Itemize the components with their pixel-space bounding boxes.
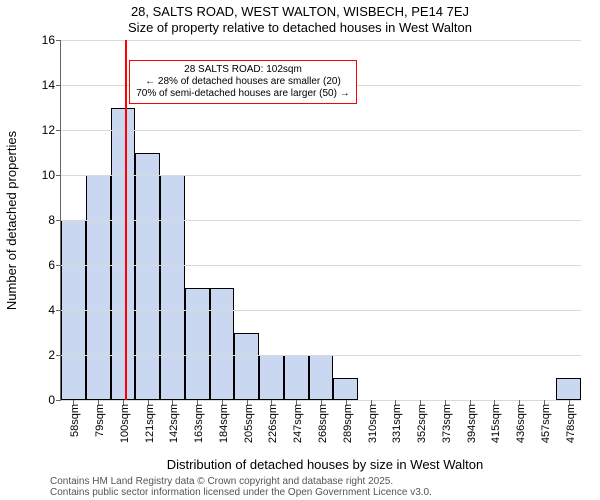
y-tick-mark: [56, 130, 61, 131]
gridline: [61, 220, 581, 221]
y-tick-mark: [56, 40, 61, 41]
y-tick-label: 16: [42, 33, 55, 47]
marker-line: [125, 40, 127, 400]
gridline: [61, 310, 581, 311]
x-tick-label: 79sqm: [94, 400, 106, 437]
x-tick-label: 58sqm: [69, 400, 81, 437]
x-tick-label: 331sqm: [391, 400, 403, 443]
gridline: [61, 130, 581, 131]
y-tick-mark: [56, 310, 61, 311]
y-tick-label: 10: [42, 168, 55, 182]
y-tick-mark: [56, 220, 61, 221]
histogram-bar: [309, 355, 334, 400]
footnote: Contains HM Land Registry data © Crown c…: [50, 476, 432, 498]
gridline: [61, 355, 581, 356]
x-tick-label: 436sqm: [515, 400, 527, 443]
y-tick-mark: [56, 85, 61, 86]
y-tick-label: 12: [42, 123, 55, 137]
x-tick-label: 121sqm: [144, 400, 156, 443]
histogram-bar: [135, 153, 160, 401]
y-tick-mark: [56, 355, 61, 356]
y-tick-label: 8: [48, 213, 55, 227]
y-axis-label: Number of detached properties: [4, 0, 20, 440]
y-tick-mark: [56, 265, 61, 266]
annotation-line-3: 70% of semi-detached houses are larger (…: [136, 88, 349, 100]
histogram-bar: [284, 355, 309, 400]
footnote-line1: Contains HM Land Registry data © Crown c…: [50, 476, 432, 487]
x-tick-label: 289sqm: [342, 400, 354, 443]
gridline: [61, 40, 581, 41]
gridline: [61, 175, 581, 176]
y-tick-mark: [56, 175, 61, 176]
histogram-bar: [111, 108, 136, 401]
y-tick-label: 14: [42, 78, 55, 92]
plot-area: 024681012141658sqm79sqm100sqm121sqm142sq…: [60, 40, 581, 401]
x-tick-label: 142sqm: [168, 400, 180, 443]
annotation-line-2: ← 28% of detached houses are smaller (20…: [136, 76, 349, 88]
histogram-bar: [160, 175, 185, 400]
chart-title-line1: 28, SALTS ROAD, WEST WALTON, WISBECH, PE…: [0, 4, 600, 19]
histogram-bar: [86, 175, 111, 400]
x-tick-label: 415sqm: [490, 400, 502, 443]
histogram-bar: [210, 288, 235, 401]
chart-title-line2: Size of property relative to detached ho…: [0, 20, 600, 35]
x-tick-label: 226sqm: [267, 400, 279, 443]
histogram-bar: [185, 288, 210, 401]
y-tick-label: 6: [48, 258, 55, 272]
histogram-bar: [259, 355, 284, 400]
annotation-line-1: 28 SALTS ROAD: 102sqm: [136, 64, 349, 76]
x-tick-label: 163sqm: [193, 400, 205, 443]
x-tick-label: 478sqm: [565, 400, 577, 443]
x-tick-label: 205sqm: [243, 400, 255, 443]
histogram-bar: [556, 378, 581, 401]
x-tick-label: 352sqm: [416, 400, 428, 443]
x-tick-label: 394sqm: [466, 400, 478, 443]
x-tick-label: 457sqm: [540, 400, 552, 443]
y-tick-label: 4: [48, 303, 55, 317]
y-tick-label: 0: [48, 393, 55, 407]
histogram-bar: [234, 333, 259, 401]
x-tick-label: 247sqm: [292, 400, 304, 443]
y-tick-label: 2: [48, 348, 55, 362]
x-tick-label: 100sqm: [119, 400, 131, 443]
histogram-bar: [333, 378, 358, 401]
y-tick-mark: [56, 400, 61, 401]
x-tick-label: 184sqm: [218, 400, 230, 443]
gridline: [61, 265, 581, 266]
x-tick-label: 310sqm: [367, 400, 379, 443]
x-tick-label: 373sqm: [441, 400, 453, 443]
footnote-line2: Contains public sector information licen…: [50, 487, 432, 498]
x-axis-label: Distribution of detached houses by size …: [60, 457, 590, 472]
x-tick-label: 268sqm: [317, 400, 329, 443]
chart-container: 28, SALTS ROAD, WEST WALTON, WISBECH, PE…: [0, 0, 600, 500]
annotation-box: 28 SALTS ROAD: 102sqm← 28% of detached h…: [129, 60, 356, 104]
